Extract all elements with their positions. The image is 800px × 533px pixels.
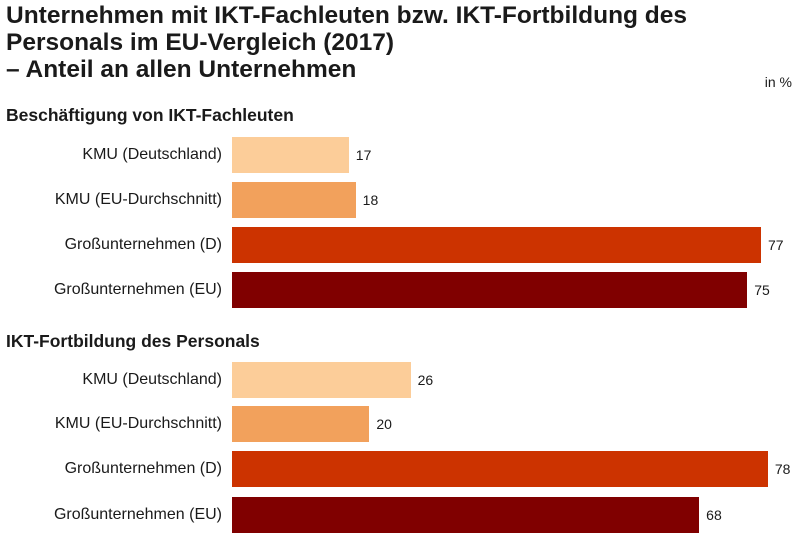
value-label: 77 <box>767 237 784 253</box>
category-label: KMU (Deutschland) <box>82 371 222 388</box>
bar-kmu-eu <box>232 182 356 218</box>
category-label: Großunternehmen (D) <box>64 236 222 253</box>
category-label: Großunternehmen (EU) <box>53 506 222 523</box>
bar-kmu-de <box>232 137 349 173</box>
category-label: Großunternehmen (EU) <box>53 281 222 298</box>
bar-gross-d <box>232 451 768 487</box>
chart-title-line-1: Unternehmen mit IKT-Fachleuten bzw. IKT-… <box>6 2 688 29</box>
chart-title: Unternehmen mit IKT-Fachleuten bzw. IKT-… <box>6 2 687 83</box>
value-label: 26 <box>417 372 434 388</box>
value-label: 78 <box>774 461 791 477</box>
value-label: 75 <box>754 282 770 298</box>
value-label: 20 <box>376 416 392 432</box>
category-label: Großunternehmen (D) <box>64 460 222 477</box>
chart-title-line-2: Personals im EU-Vergleich (2017) <box>6 29 395 56</box>
value-label: 68 <box>706 507 722 523</box>
value-label: 17 <box>355 147 372 163</box>
bar-kmu-eu <box>232 406 370 442</box>
category-label: KMU (EU-Durchschnitt) <box>54 415 222 432</box>
value-label: 18 <box>362 192 379 208</box>
unit-label: in % <box>764 74 792 90</box>
category-label: KMU (EU-Durchschnitt) <box>54 191 222 208</box>
section-title-1: Beschäftigung von IKT-Fachleuten <box>6 105 294 125</box>
section-title-2: IKT-Fortbildung des Personals <box>6 331 260 351</box>
bar-gross-eu <box>232 272 748 308</box>
bar-kmu-de <box>232 362 411 398</box>
bar-gross-d <box>232 227 761 263</box>
chart-title-line-3: – Anteil an allen Unternehmen <box>6 56 357 83</box>
bar-gross-eu <box>232 497 700 533</box>
category-label: KMU (Deutschland) <box>82 146 222 163</box>
